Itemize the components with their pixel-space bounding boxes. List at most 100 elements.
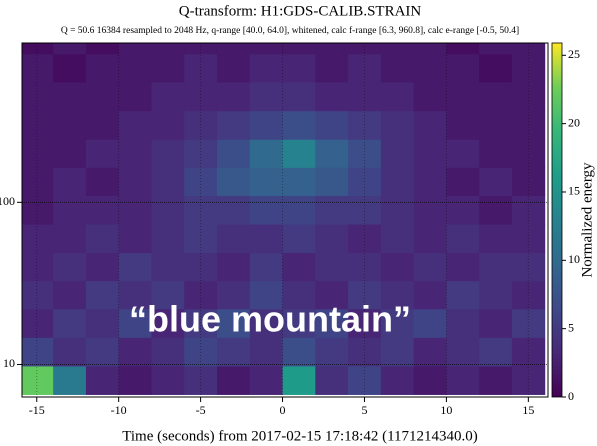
heatmap-cell — [53, 53, 87, 83]
heatmap-cell — [53, 43, 87, 55]
heatmap-cell — [380, 139, 415, 168]
heatmap-cell — [216, 224, 251, 254]
heatmap-cell — [151, 280, 185, 310]
heatmap-cell — [413, 110, 447, 140]
heatmap-cell — [118, 139, 152, 168]
colorbar-tick-label: 20 — [568, 115, 580, 129]
heatmap-cell — [85, 110, 120, 140]
heatmap-cell — [282, 139, 316, 168]
heatmap-cell — [479, 167, 513, 196]
x-tick-label: -10 — [111, 403, 127, 417]
heatmap-cell — [315, 81, 349, 112]
heatmap-cell — [151, 110, 185, 140]
heatmap-cell — [216, 81, 251, 112]
x-tick-label: 5 — [361, 403, 367, 417]
heatmap-cell — [315, 337, 349, 367]
heatmap-cell — [511, 167, 546, 196]
heatmap-cell — [511, 365, 546, 395]
heatmap-cell — [85, 139, 120, 168]
heatmap-cell — [22, 365, 54, 395]
heatmap-cell — [282, 224, 316, 254]
heatmap-cell — [413, 43, 447, 55]
heatmap-cell — [85, 337, 120, 367]
heatmap-cell — [413, 337, 447, 367]
heatmap-cell — [315, 280, 349, 310]
heatmap-cell — [282, 43, 316, 55]
heatmap-cell — [184, 167, 218, 196]
chart-title: Q-transform: H1:GDS-CALIB.STRAIN — [179, 3, 422, 19]
heatmap-cell — [446, 224, 480, 254]
heatmap-cell — [479, 308, 513, 338]
heatmap-cell — [446, 252, 480, 282]
heatmap-cell — [184, 43, 218, 55]
heatmap-cell — [446, 280, 480, 310]
heatmap-cell — [151, 81, 185, 112]
heatmap-cell — [479, 252, 513, 282]
heatmap-cell — [446, 81, 480, 112]
heatmap-cell — [22, 252, 54, 282]
heatmap-cell — [184, 365, 218, 395]
heatmap-cell — [22, 195, 54, 225]
heatmap-cell — [380, 81, 415, 112]
heatmap-cell — [479, 365, 513, 395]
heatmap-cell — [511, 53, 546, 83]
heatmap-cell — [118, 53, 152, 83]
heatmap-cell — [85, 167, 120, 196]
heatmap-cell — [249, 224, 284, 254]
heatmap-cell — [511, 195, 546, 225]
heatmap-cell — [282, 110, 316, 140]
heatmap-cell — [479, 195, 513, 225]
heatmap-cell — [315, 224, 349, 254]
heatmap-cell — [413, 139, 447, 168]
heatmap-cell — [479, 43, 513, 55]
heatmap-cell — [315, 252, 349, 282]
heatmap-cell — [151, 139, 185, 168]
heatmap-cell — [216, 110, 251, 140]
heatmap-cell — [249, 53, 284, 83]
heatmap-cell — [151, 252, 185, 282]
heatmap-cell — [151, 337, 185, 367]
heatmap-cell — [216, 337, 251, 367]
heatmap-cell — [315, 139, 349, 168]
heatmap-cell — [511, 252, 546, 282]
heatmap-cell — [282, 195, 316, 225]
heatmap-cell — [380, 110, 415, 140]
heatmap-cell — [413, 308, 447, 338]
heatmap-cell — [53, 167, 87, 196]
heatmap-cell — [249, 365, 284, 395]
heatmap-cell — [282, 252, 316, 282]
heatmap-cell — [53, 139, 87, 168]
colorbar-tick-label: 15 — [568, 184, 580, 198]
heatmap-cell — [53, 252, 87, 282]
heatmap-cell — [216, 308, 251, 338]
heatmap-cell — [53, 195, 87, 225]
heatmap-cell — [216, 139, 251, 168]
heatmap-cell — [380, 252, 415, 282]
heatmap-cell — [479, 139, 513, 168]
heatmap-cell — [282, 53, 316, 83]
heatmap-cell — [315, 195, 349, 225]
heatmap-cell — [216, 365, 251, 395]
heatmap-cell — [184, 195, 218, 225]
heatmap-cell — [479, 110, 513, 140]
heatmap-cell — [446, 110, 480, 140]
heatmap-cell — [479, 337, 513, 367]
heatmap-cell — [315, 308, 349, 338]
chart-subtitle: Q = 50.6 16384 resampled to 2048 Hz, q-r… — [61, 25, 519, 36]
heatmap-cell — [413, 195, 447, 225]
heatmap-cell — [380, 365, 415, 395]
x-tick-label: -5 — [196, 403, 206, 417]
heatmap-cell — [511, 337, 546, 367]
x-tick-label: 0 — [280, 403, 286, 417]
heatmap-cell — [479, 53, 513, 83]
heatmap-cell — [348, 43, 382, 55]
heatmap-cell — [511, 81, 546, 112]
heatmap-cell — [413, 280, 447, 310]
heatmap-cell — [118, 308, 152, 338]
heatmap-cell — [479, 224, 513, 254]
heatmap-cell — [151, 365, 185, 395]
heatmap-cell — [53, 224, 87, 254]
heatmap-cell — [413, 224, 447, 254]
colorbar-tick-label: 5 — [568, 320, 574, 334]
heatmap-cell — [511, 110, 546, 140]
